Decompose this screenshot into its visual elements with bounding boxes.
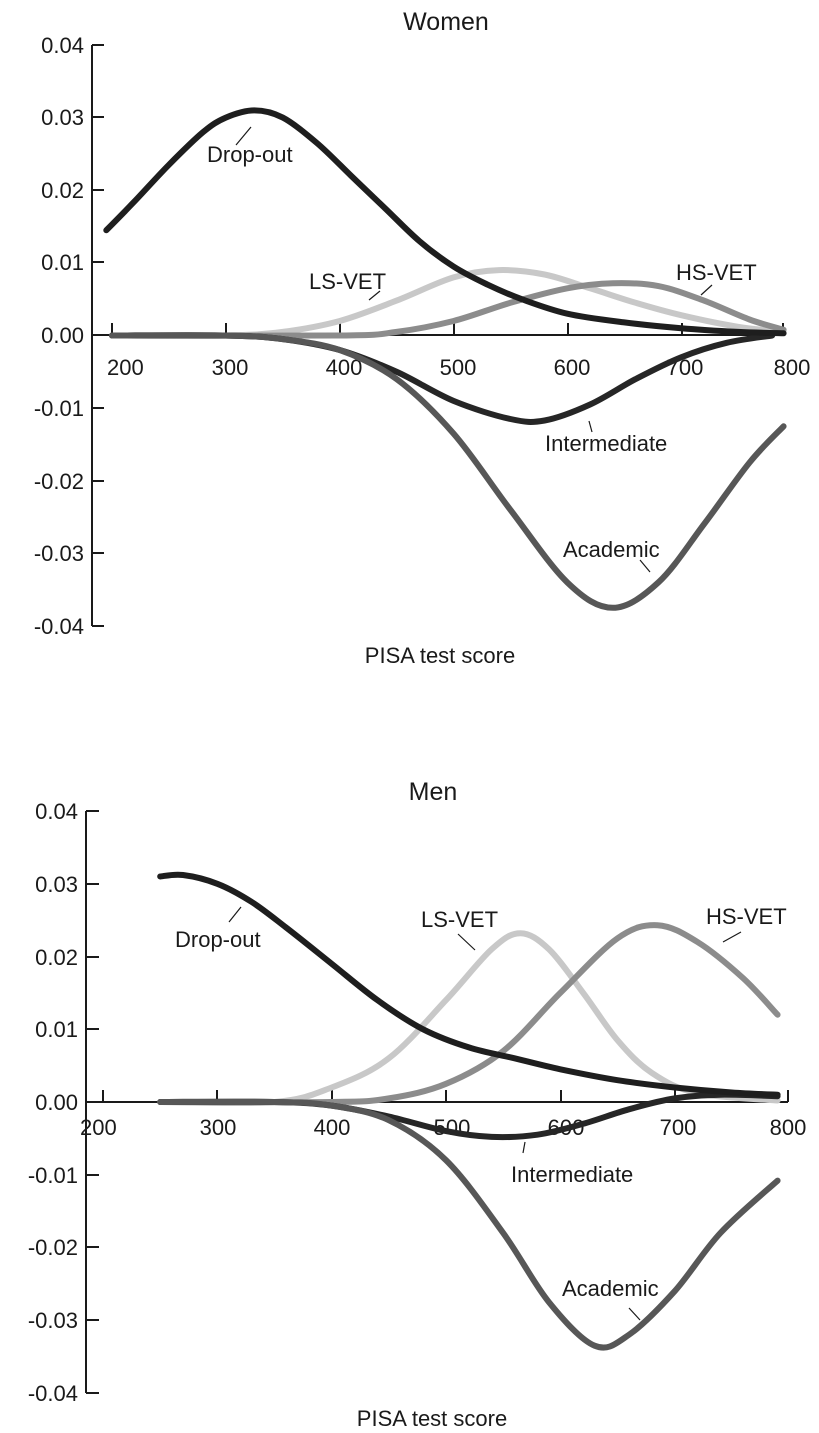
y-tick-label: 0.00 [35, 1090, 78, 1115]
y-tick-label: -0.01 [34, 396, 84, 421]
series-line-drop-out [103, 107, 787, 337]
label-leader [700, 284, 713, 296]
x-tick-label: 300 [200, 1115, 237, 1140]
series-line-academic [109, 332, 787, 611]
y-tick-label: 0.01 [35, 1017, 78, 1042]
series-label-academic: Academic [563, 537, 660, 562]
series-line-drop-out [157, 871, 781, 1098]
series-labels: Drop-out LS-VET HS-VET Intermediate Acad… [175, 904, 787, 1321]
x-tick-label: 600 [554, 355, 591, 380]
label-leader [628, 1307, 641, 1321]
y-tick-label: -0.02 [34, 469, 84, 494]
y-tick-label: 0.02 [35, 945, 78, 970]
label-leader [235, 126, 252, 146]
x-tick-label: 700 [660, 1115, 697, 1140]
x-tick-label: 500 [440, 355, 477, 380]
y-axis: 0.04 0.03 0.02 0.01 0.00 -0.01 -0.02 -0.… [34, 33, 104, 639]
label-leader [722, 931, 742, 943]
x-tick-label: 800 [770, 1115, 807, 1140]
series-label-intermediate: Intermediate [545, 431, 667, 456]
series-line-academic [157, 1098, 781, 1351]
series-label-drop-out: Drop-out [175, 927, 261, 952]
y-tick-label: 0.04 [35, 799, 78, 824]
label-leader [228, 906, 242, 923]
series-line-ls-vet [157, 930, 781, 1107]
y-tick-label: -0.03 [34, 541, 84, 566]
series-label-academic: Academic [562, 1276, 659, 1301]
chart-title: Women [403, 8, 489, 36]
y-tick-label: -0.01 [28, 1163, 78, 1188]
chart-panel-men: Men 0.04 0.03 0.02 0.01 0.00 -0.01 -0.02… [28, 778, 807, 1431]
series-line-hs-vet [109, 280, 787, 339]
x-tick-label: 400 [314, 1115, 351, 1140]
x-tick-label: 300 [212, 355, 249, 380]
series-label-drop-out: Drop-out [207, 142, 293, 167]
x-tick-label: 200 [80, 1115, 117, 1140]
series-labels: Drop-out LS-VET HS-VET Intermediate Acad… [207, 126, 757, 573]
series-label-ls-vet: LS-VET [421, 907, 498, 932]
y-tick-label: -0.03 [28, 1308, 78, 1333]
x-tick-label: 800 [774, 355, 811, 380]
y-axis: 0.04 0.03 0.02 0.01 0.00 -0.01 -0.02 -0.… [28, 799, 99, 1406]
series-line-hs-vet [157, 922, 781, 1106]
y-tick-label: 0.03 [41, 105, 84, 130]
y-tick-label: -0.02 [28, 1235, 78, 1260]
label-leader [368, 290, 381, 301]
label-leader [639, 559, 651, 573]
series-label-hs-vet: HS-VET [706, 904, 787, 929]
x-axis-title: PISA test score [357, 1406, 507, 1431]
label-leader [522, 1141, 526, 1154]
x-tick-label: 200 [107, 355, 144, 380]
y-tick-label: 0.04 [41, 33, 84, 58]
series-label-hs-vet: HS-VET [676, 260, 757, 285]
y-tick-label: -0.04 [28, 1381, 78, 1406]
chart-title: Men [409, 778, 458, 806]
y-tick-label: -0.04 [34, 614, 84, 639]
series-lines [103, 107, 787, 611]
series-lines [157, 871, 781, 1351]
series-label-ls-vet: LS-VET [309, 269, 386, 294]
label-leader [588, 420, 593, 433]
label-leader [457, 933, 476, 951]
y-tick-label: 0.02 [41, 178, 84, 203]
x-axis-title: PISA test score [365, 643, 515, 668]
series-label-intermediate: Intermediate [511, 1162, 633, 1187]
y-tick-label: 0.01 [41, 250, 84, 275]
y-tick-label: 0.00 [41, 323, 84, 348]
y-tick-label: 0.03 [35, 872, 78, 897]
chart-panel-women: Women 0.04 0.03 0.02 0.01 0.00 -0.01 -0.… [34, 8, 811, 668]
